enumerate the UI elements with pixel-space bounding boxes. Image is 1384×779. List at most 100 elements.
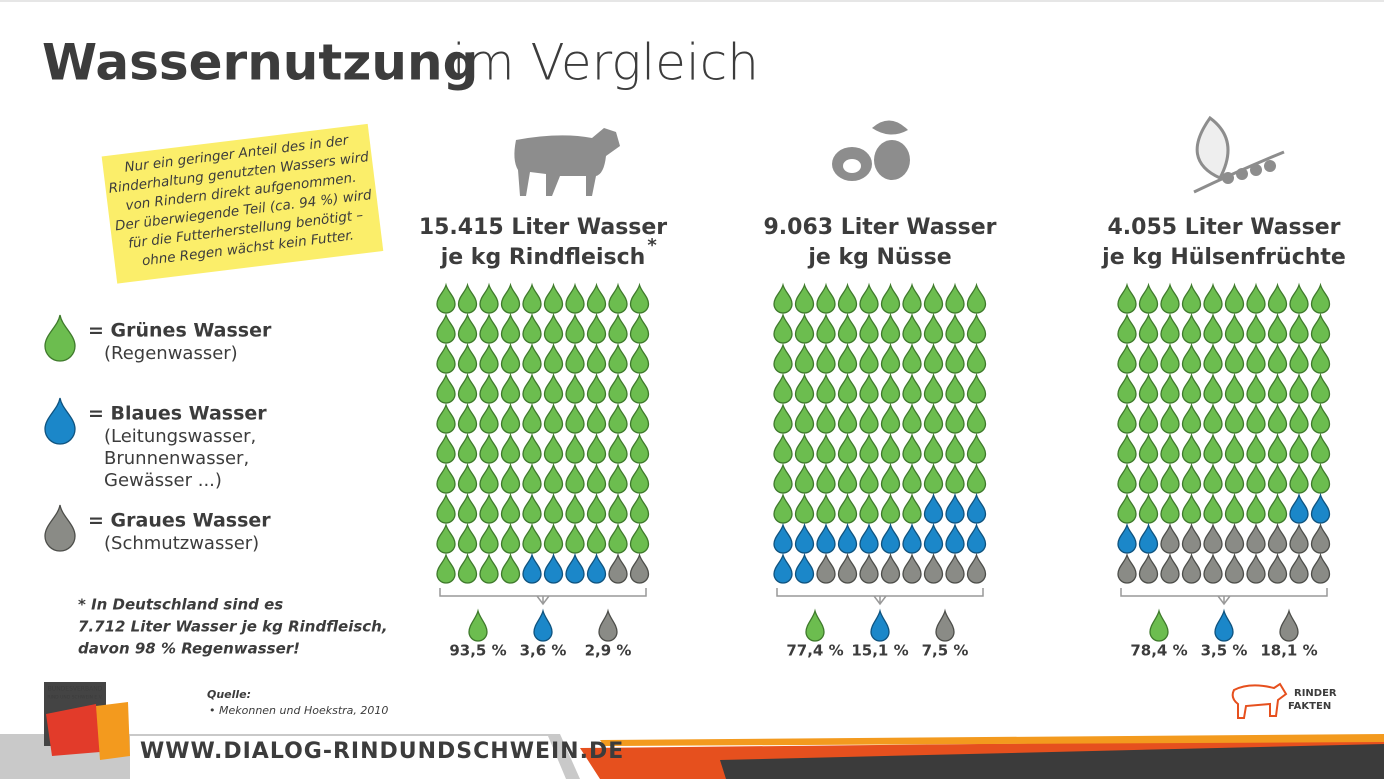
water-drop — [859, 462, 879, 494]
panel-heading: 15.415 Liter Wasser — [419, 215, 667, 240]
water-drop — [586, 462, 607, 494]
water-drop — [436, 432, 456, 464]
water-drop — [1138, 522, 1159, 554]
water-drop — [543, 492, 564, 524]
water-drop — [794, 312, 815, 344]
water-drop — [1267, 312, 1288, 344]
water-drop — [543, 282, 564, 314]
water-drop — [1160, 372, 1180, 404]
share-drop — [805, 608, 825, 642]
water-drop — [1224, 402, 1245, 434]
water-drop — [565, 462, 585, 494]
water-drop — [608, 522, 628, 554]
legend-text: Gewässer ...) — [104, 470, 222, 491]
accent-orange — [600, 734, 1384, 746]
water-drop — [1117, 432, 1137, 464]
water-drop — [1289, 342, 1309, 374]
share-drop — [870, 608, 890, 642]
water-drop — [586, 552, 607, 584]
water-drop — [1160, 462, 1180, 494]
source-item: • Mekonnen und Hoekstra, 2010 — [209, 704, 388, 717]
share-drop — [598, 608, 618, 642]
url[interactable]: WWW.DIALOG-RINDUNDSCHWEIN.DE — [140, 739, 624, 764]
water-drop — [902, 462, 922, 494]
url-strip — [130, 736, 566, 779]
water-drop — [902, 402, 922, 434]
share-label: 93,5 % — [449, 642, 506, 660]
water-drop — [436, 402, 456, 434]
water-drop — [945, 432, 965, 464]
water-drop — [1310, 522, 1331, 554]
water-drop — [816, 402, 836, 434]
water-drop — [880, 432, 901, 464]
water-drop — [1267, 282, 1288, 314]
water-drop — [945, 342, 965, 374]
water-drop — [902, 342, 922, 374]
water-drop — [1246, 312, 1266, 344]
legend-drop — [44, 314, 76, 362]
water-drop — [457, 462, 478, 494]
water-drop — [1289, 492, 1309, 524]
water-drop — [880, 552, 901, 584]
nut-icon — [832, 120, 910, 181]
water-drop — [1160, 492, 1180, 524]
water-drop — [773, 342, 793, 374]
water-drop — [522, 522, 542, 554]
water-drop — [629, 372, 650, 404]
water-drop — [945, 282, 965, 314]
water-drop — [923, 282, 944, 314]
footnote-line: * In Deutschland sind es — [78, 596, 283, 614]
water-drop — [794, 552, 815, 584]
panel-heading: je kg Hülsenfrüchte — [1101, 245, 1346, 270]
water-drop — [1117, 282, 1137, 314]
water-drop — [859, 342, 879, 374]
water-drop — [837, 462, 858, 494]
water-drop — [1138, 342, 1159, 374]
water-drop — [565, 552, 585, 584]
water-drop — [1224, 312, 1245, 344]
water-drop — [794, 462, 815, 494]
water-drop — [923, 342, 944, 374]
water-drop — [1138, 552, 1159, 584]
water-drop — [565, 312, 585, 344]
water-drop — [1160, 402, 1180, 434]
water-drop — [923, 552, 944, 584]
water-drop — [1117, 372, 1137, 404]
panel-heading: 9.063 Liter Wasser — [763, 215, 996, 240]
panel-heading: 4.055 Liter Wasser — [1107, 215, 1340, 240]
water-drop — [1267, 522, 1288, 554]
water-drop — [773, 432, 793, 464]
title-light: im Vergleich — [452, 34, 759, 92]
water-drop — [966, 492, 987, 524]
water-drop — [1224, 492, 1245, 524]
water-drop — [1246, 402, 1266, 434]
water-drop — [1138, 282, 1159, 314]
legend-text: (Leitungswasser, — [104, 426, 256, 447]
title-bold: Wassernutzung — [42, 34, 478, 92]
water-drop — [837, 372, 858, 404]
water-drop — [1246, 462, 1266, 494]
water-drop — [1224, 372, 1245, 404]
water-drop — [479, 492, 499, 524]
water-drop — [522, 312, 542, 344]
share-label: 18,1 % — [1260, 642, 1317, 660]
water-drop — [479, 432, 499, 464]
share-label: 7,5 % — [922, 642, 969, 660]
share-label: 15,1 % — [851, 642, 908, 660]
share-label: 3,5 % — [1201, 642, 1248, 660]
water-drop — [1224, 552, 1245, 584]
water-drop — [945, 462, 965, 494]
water-drop — [479, 522, 499, 554]
water-drop — [522, 492, 542, 524]
water-drop — [457, 432, 478, 464]
water-drop — [1289, 522, 1309, 554]
water-drop — [543, 522, 564, 554]
water-drop — [773, 312, 793, 344]
water-drop — [1117, 402, 1137, 434]
water-drop — [586, 492, 607, 524]
water-drop — [773, 492, 793, 524]
water-drop — [586, 312, 607, 344]
water-drop — [794, 372, 815, 404]
water-drop — [522, 402, 542, 434]
